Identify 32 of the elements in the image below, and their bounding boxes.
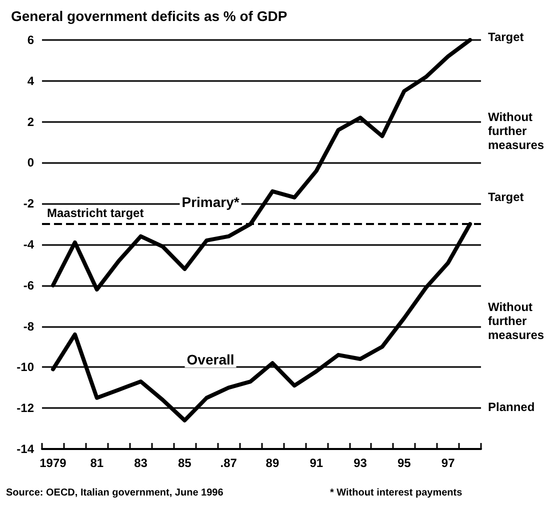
- text: * Without interest payments: [330, 488, 463, 498]
- y-tick-label: 2: [27, 114, 34, 129]
- x-tick-label: 91: [310, 456, 324, 470]
- y-tick-label: 6: [27, 33, 34, 47]
- y-tick-label: -8: [23, 319, 34, 334]
- x-tick-label: 95: [397, 456, 412, 470]
- ref-line-label: Maastricht target: [47, 206, 144, 220]
- x-tick-label: 81: [90, 456, 104, 470]
- y-tick-label: 4: [27, 74, 34, 88]
- text: Without further measures: [488, 110, 544, 152]
- y-tick-label: -12: [16, 401, 34, 416]
- x-tick-label: 83: [134, 456, 148, 470]
- y-tick-label: 0: [27, 156, 34, 170]
- series-label: Primary*: [182, 194, 240, 210]
- x-tick-label: 93: [354, 456, 368, 470]
- y-tick-label: -2: [23, 196, 34, 211]
- x-tick-label: 97: [441, 456, 456, 470]
- series-label: Overall: [186, 352, 234, 368]
- x-tick-label: 85: [178, 456, 192, 470]
- y-tick-label: -14: [16, 442, 34, 456]
- source-note: Source: OECD, Italian government, June 1996: [6, 488, 224, 498]
- text: Planned: [488, 400, 535, 414]
- x-tick-label: 1979: [40, 456, 67, 470]
- text: Target: [488, 190, 524, 204]
- text: Without further measures: [488, 300, 544, 342]
- text: Target: [488, 30, 524, 44]
- x-tick-label: 89: [266, 456, 280, 470]
- x-tick-label: .87: [220, 456, 238, 470]
- y-tick-label: -6: [23, 278, 34, 292]
- chart-title: General government deficits as % of GDP: [11, 8, 288, 24]
- y-tick-label: -4: [23, 238, 34, 252]
- y-tick-label: -10: [16, 360, 34, 374]
